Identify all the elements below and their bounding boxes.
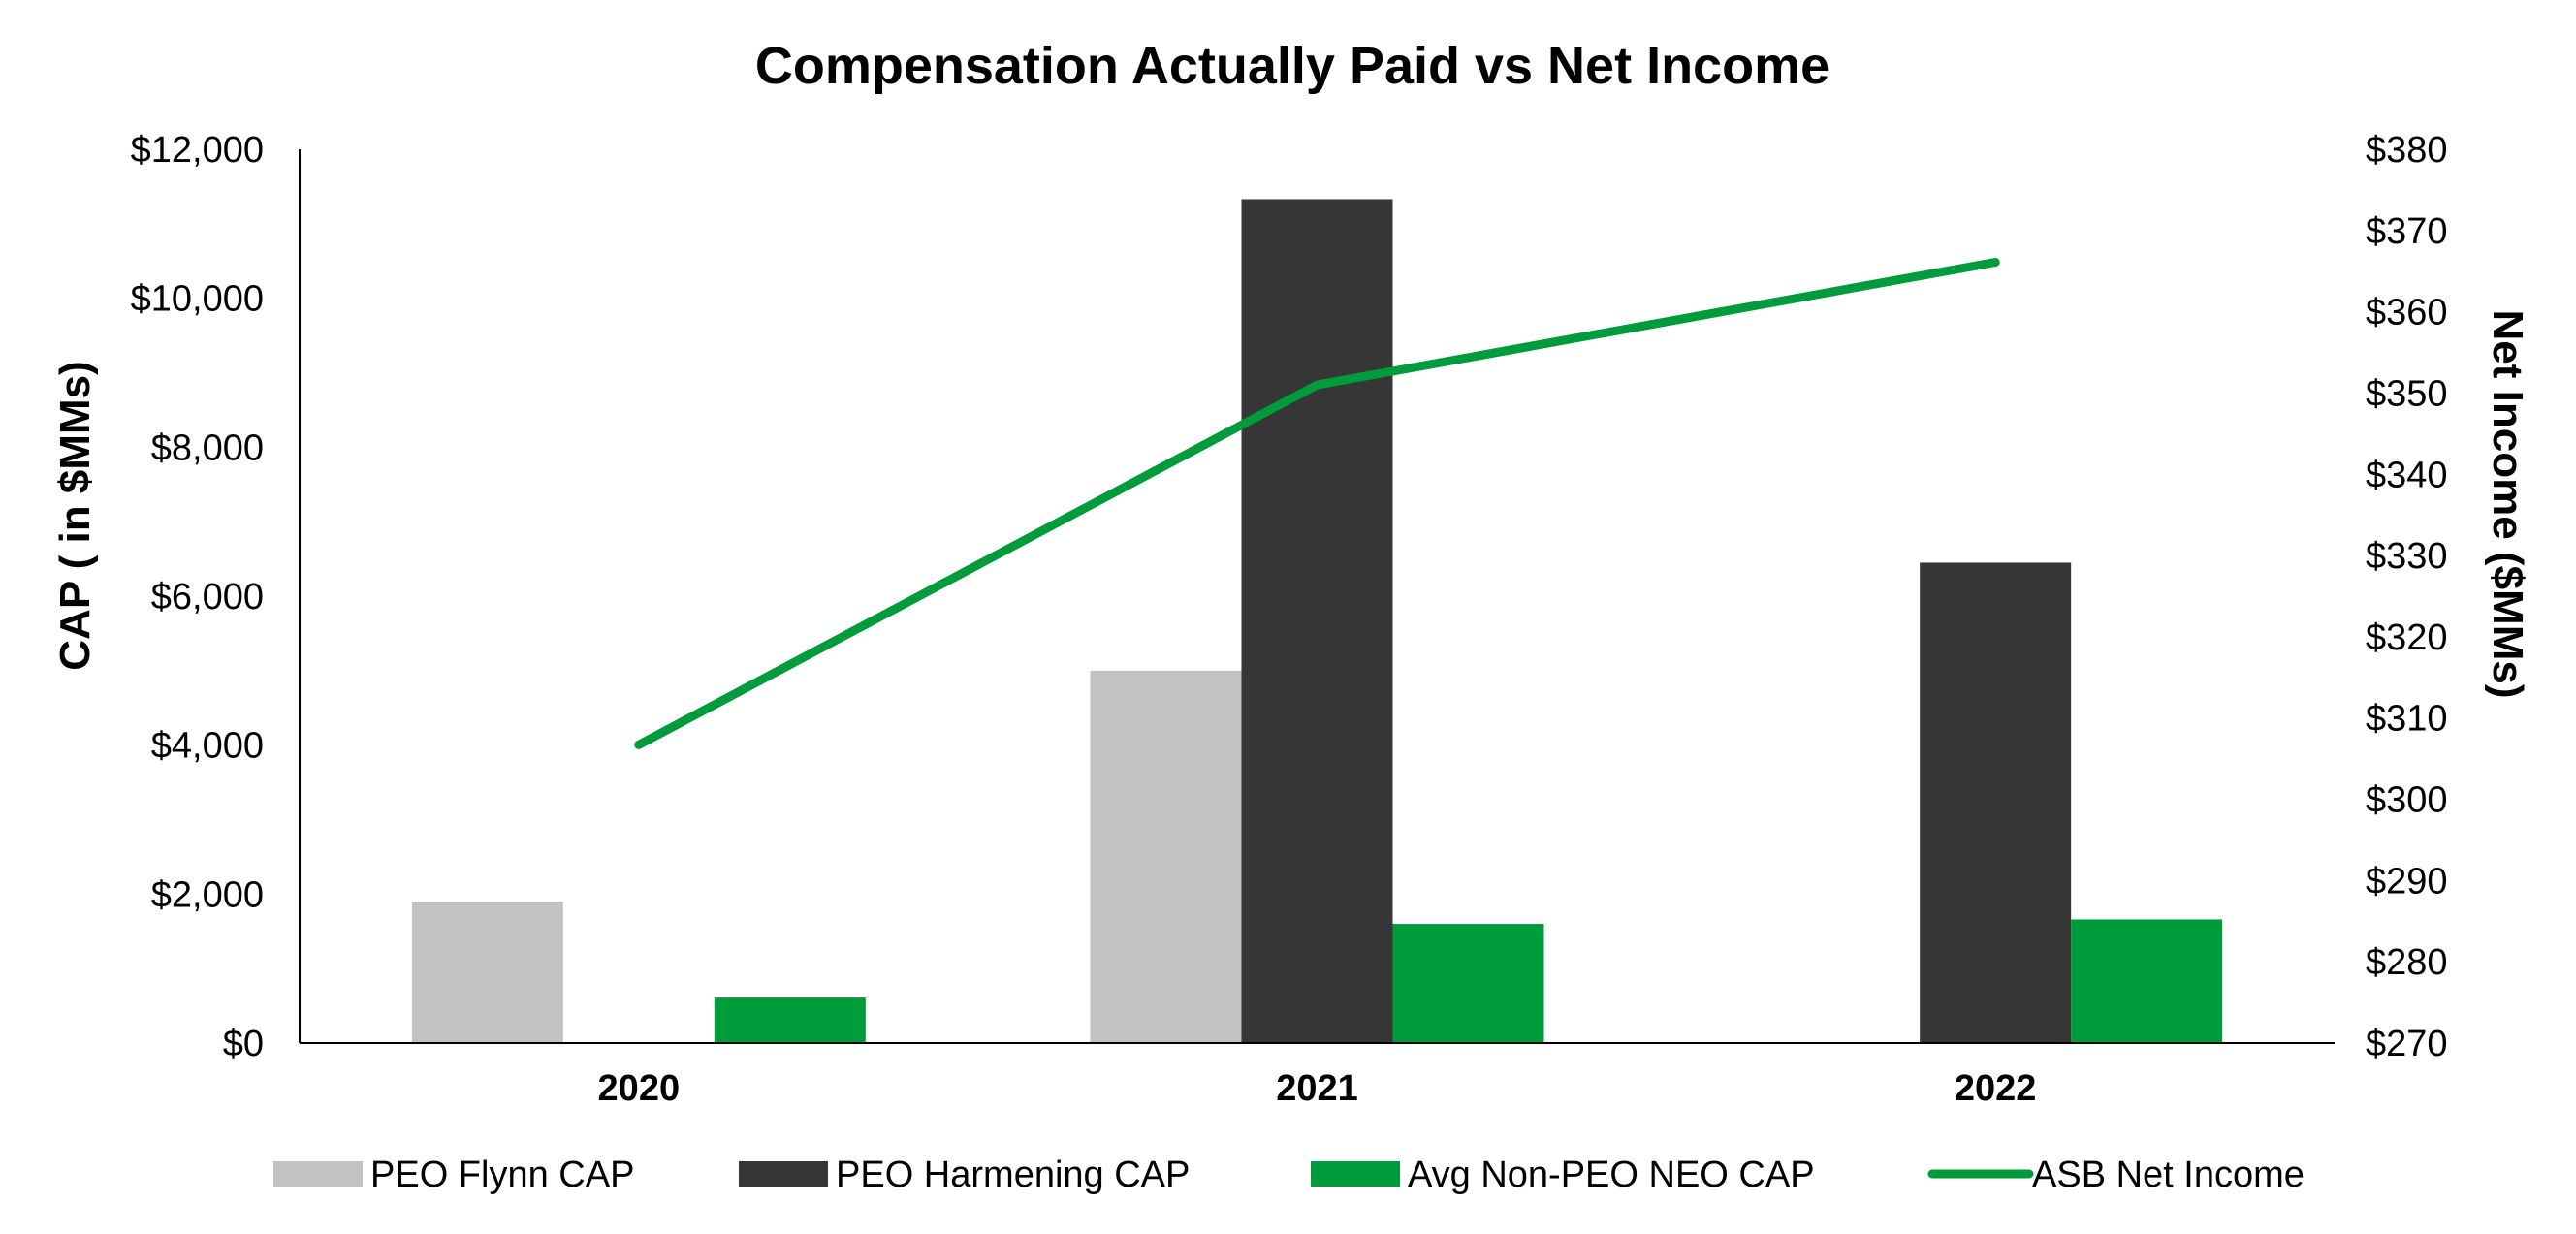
x-tick-label: 2021 — [1276, 1068, 1358, 1109]
legend: PEO Flynn CAP PEO Harmening CAP Avg Non-PE… — [273, 1155, 2305, 1195]
chart-title: Compensation Actually Paid vs Net Income — [755, 37, 1829, 95]
y-tick-label: $12,000 — [131, 130, 264, 171]
legend-swatch — [1311, 1161, 1400, 1187]
y2-tick-label: $320 — [2366, 617, 2448, 658]
y-tick-label: $8,000 — [151, 427, 264, 468]
x-axis-categories: 2020 2021 2022 — [598, 1068, 2037, 1109]
legend-label: PEO Harmening CAP — [836, 1155, 1190, 1195]
line-marks — [634, 258, 2000, 749]
y-axis-ticks: $0 $2,000 $4,000 $6,000 $8,000 $10,000 $12,000 — [131, 130, 264, 1064]
y2-tick-label: $270 — [2366, 1024, 2448, 1064]
y2-tick-label: $290 — [2366, 861, 2448, 902]
legend-label: Avg Non-PEO NEO CAP — [1408, 1155, 1815, 1195]
bar — [2071, 919, 2223, 1043]
series-line — [634, 258, 2000, 749]
legend-label: PEO Flynn CAP — [370, 1155, 634, 1195]
x-tick-label: 2020 — [598, 1068, 681, 1109]
legend-label: ASB Net Income — [2032, 1155, 2305, 1195]
legend-swatch — [739, 1161, 828, 1187]
legend-swatch — [273, 1161, 363, 1187]
y2-tick-label: $370 — [2366, 211, 2448, 252]
y-tick-label: $6,000 — [151, 577, 264, 617]
y2-tick-label: $300 — [2366, 780, 2448, 821]
bar — [1090, 670, 1242, 1043]
y-axis-title: CAP ( in $MMs) — [51, 361, 99, 670]
bar — [714, 997, 866, 1043]
y2-tick-label: $280 — [2366, 942, 2448, 983]
y2-tick-label: $310 — [2366, 699, 2448, 740]
y-tick-label: $2,000 — [151, 874, 264, 915]
y2-tick-label: $330 — [2366, 536, 2448, 577]
y2-tick-label: $360 — [2366, 293, 2448, 333]
y2-tick-label: $350 — [2366, 373, 2448, 414]
x-tick-label: 2022 — [1955, 1068, 2037, 1109]
bar — [1392, 924, 1544, 1043]
y2-axis-title: Net Income ($MMs) — [2484, 310, 2531, 699]
y2-tick-label: $340 — [2366, 455, 2448, 495]
y2-axis-ticks: $270 $280 $290 $300 $310 $320 $330 $340 $350 $360… — [2366, 130, 2448, 1064]
y-tick-label: $10,000 — [131, 279, 264, 320]
bar — [1920, 562, 2072, 1043]
bar — [1241, 199, 1393, 1043]
bar-marks — [411, 199, 2223, 1043]
bar — [411, 902, 563, 1043]
y-tick-label: $4,000 — [151, 726, 264, 767]
y-tick-label: $0 — [223, 1024, 264, 1064]
y2-tick-label: $380 — [2366, 130, 2448, 171]
